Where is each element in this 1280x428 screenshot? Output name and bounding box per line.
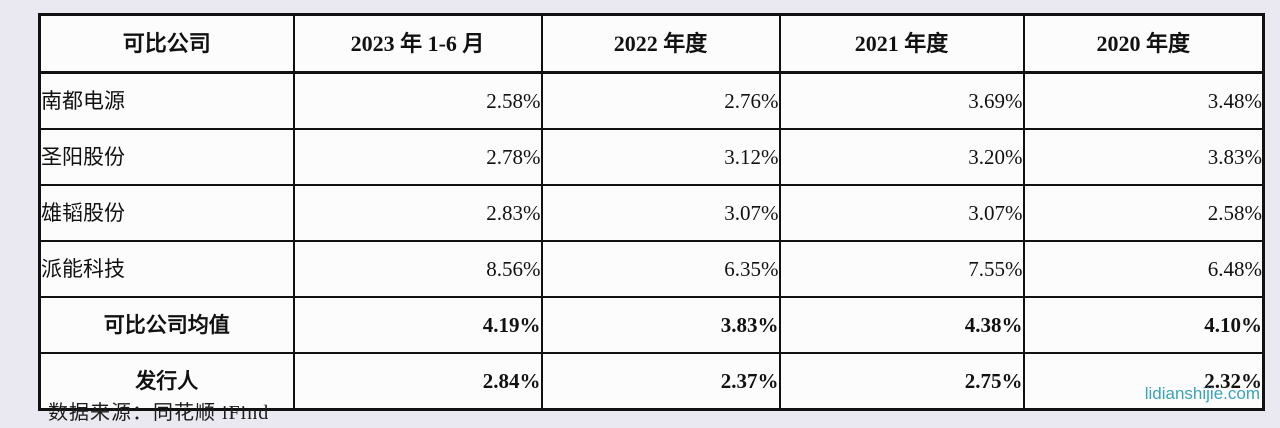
value-2020: 3.83% xyxy=(1022,128,1265,186)
value-2022: 3.07% xyxy=(540,184,781,242)
value-2022: 6.35% xyxy=(540,240,781,298)
value-2021: 4.38% xyxy=(778,296,1025,354)
table-row: 圣阳股份 2.78% 3.12% 3.20% 3.83% xyxy=(38,128,1265,186)
col-header-2021: 2021 年度 xyxy=(778,13,1025,74)
value-2021: 3.20% xyxy=(778,128,1025,186)
col-header-2022: 2022 年度 xyxy=(540,13,781,74)
issuer-row: 发行人 2.84% 2.37% 2.75% 2.32% xyxy=(38,352,1265,411)
table-row: 派能科技 8.56% 6.35% 7.55% 6.48% xyxy=(38,240,1265,298)
company-name: 可比公司均值 xyxy=(38,296,295,354)
average-row: 可比公司均值 4.19% 3.83% 4.38% 4.10% xyxy=(38,296,1265,354)
company-name: 发行人 xyxy=(38,352,295,411)
site-watermark: lidianshijie.com xyxy=(1144,384,1260,403)
value-2021: 7.55% xyxy=(778,240,1025,298)
company-name: 派能科技 xyxy=(38,240,295,298)
header-row: 可比公司 2023 年 1-6 月 2022 年度 2021 年度 2020 年… xyxy=(38,13,1265,74)
value-2020: 3.48% xyxy=(1022,71,1265,130)
value-2022: 2.37% xyxy=(540,352,781,411)
company-name: 圣阳股份 xyxy=(38,128,295,186)
col-header-2023h1: 2023 年 1-6 月 xyxy=(292,13,543,74)
value-2020: 4.10% xyxy=(1022,296,1265,354)
comparable-companies-table: 可比公司 2023 年 1-6 月 2022 年度 2021 年度 2020 年… xyxy=(38,13,1265,411)
value-2020: 2.32% xyxy=(1022,352,1265,411)
fin-table: 可比公司 2023 年 1-6 月 2022 年度 2021 年度 2020 年… xyxy=(38,13,1265,411)
data-source-note: 数据来源：同花顺 iFind xyxy=(48,402,270,424)
company-name: 雄韬股份 xyxy=(38,184,295,242)
value-2023h1: 2.84% xyxy=(292,352,543,411)
value-2021: 3.69% xyxy=(778,71,1025,130)
value-2021: 3.07% xyxy=(778,184,1025,242)
value-2022: 2.76% xyxy=(540,71,781,130)
value-2023h1: 2.58% xyxy=(292,71,543,130)
company-name: 南都电源 xyxy=(38,71,295,130)
value-2022: 3.12% xyxy=(540,128,781,186)
value-2020: 6.48% xyxy=(1022,240,1265,298)
value-2022: 3.83% xyxy=(540,296,781,354)
value-2023h1: 4.19% xyxy=(292,296,543,354)
table-row: 雄韬股份 2.83% 3.07% 3.07% 2.58% xyxy=(38,184,1265,242)
table-row: 南都电源 2.58% 2.76% 3.69% 3.48% xyxy=(38,71,1265,130)
value-2023h1: 8.56% xyxy=(292,240,543,298)
value-2023h1: 2.83% xyxy=(292,184,543,242)
col-header-company: 可比公司 xyxy=(38,13,295,74)
value-2021: 2.75% xyxy=(778,352,1025,411)
col-header-2020: 2020 年度 xyxy=(1022,13,1265,74)
value-2023h1: 2.78% xyxy=(292,128,543,186)
value-2020: 2.58% xyxy=(1022,184,1265,242)
